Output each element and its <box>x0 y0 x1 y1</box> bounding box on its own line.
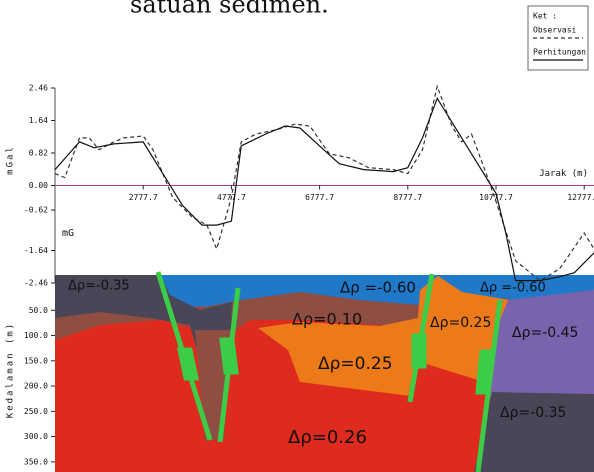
y-tick-label: 2.46 <box>29 84 48 93</box>
figure: satuan sedimen. Ket : 2.46 1.64 0.82 0.00 -0… <box>0 0 594 472</box>
y-tick-label: 50.0 <box>29 306 48 315</box>
density-label: Δρ=0.25 <box>318 354 393 374</box>
density-label: Δρ =-0.60 <box>340 279 416 297</box>
density-label: Δρ=0.26 <box>288 427 367 448</box>
y-tick-label: 0.82 <box>29 149 48 158</box>
fault-arrow <box>414 336 424 366</box>
y-tick-label: 350.0 <box>24 457 48 466</box>
x-tick-label: 8777.7 <box>393 193 422 202</box>
density-label: Δρ=-0.35 <box>68 279 130 294</box>
fault-arrow <box>222 340 236 372</box>
legend-label: Observasi <box>533 26 577 35</box>
y-axis-label: Kedalaman (m) <box>6 322 16 418</box>
legend-title: Ket : <box>533 12 557 21</box>
caption: satuan sedimen. <box>130 0 329 19</box>
density-label: Δρ =-0.60 <box>480 281 546 296</box>
y-tick-label: -2.46 <box>24 279 48 288</box>
density-label: Δρ=0.25 <box>430 315 491 331</box>
density-label: Δρ=-0.45 <box>512 325 578 341</box>
annotation: mG <box>62 228 74 239</box>
layer <box>474 392 594 472</box>
y-tick-label: 300.0 <box>24 432 48 441</box>
x-axis-label: Jarak (m) <box>539 169 588 179</box>
y-tick-label: 150.0 <box>24 356 48 365</box>
y-tick-label: 0.00 <box>29 181 48 190</box>
y-tick-label: 200.0 <box>24 382 48 391</box>
y-tick-label: 250.0 <box>24 407 48 416</box>
y-tick-label: 100.0 <box>24 331 48 340</box>
y-tick-label: -1.64 <box>24 246 48 255</box>
x-tick-label: 6777.7 <box>305 193 334 202</box>
x-tick-label: 2777.7 <box>129 193 158 202</box>
x-tick-label: 12777.7 <box>567 193 594 202</box>
series-line <box>55 86 594 280</box>
density-label: Δρ=-0.35 <box>500 405 566 421</box>
density-label: Δρ=0.10 <box>292 310 362 329</box>
legend-label: Perhitungan <box>533 48 586 57</box>
y-tick-label: -0.62 <box>24 206 48 215</box>
y-tick-label: 1.64 <box>29 116 48 125</box>
y-axis-label: mGal <box>6 145 16 175</box>
layer <box>490 290 594 400</box>
fault-arrow <box>478 352 492 392</box>
